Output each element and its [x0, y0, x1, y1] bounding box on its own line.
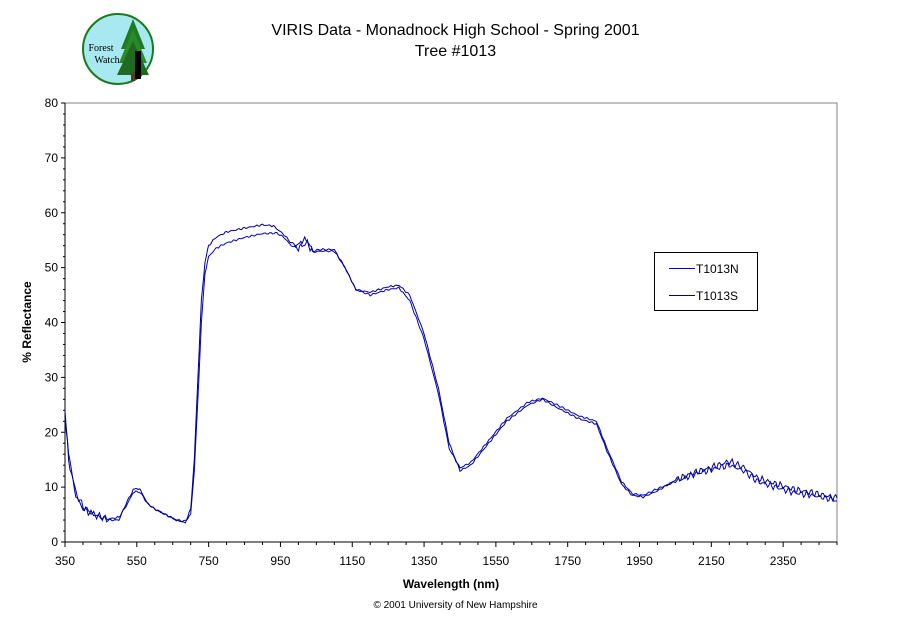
x-tick-label: 2350: [770, 554, 797, 568]
y-tick-label: 50: [45, 261, 59, 275]
logo-text-forest: Forest: [89, 43, 114, 54]
chart-legend: T1013N T1013S: [654, 252, 758, 311]
x-tick-label: 550: [127, 554, 147, 568]
x-tick-label: 950: [270, 554, 290, 568]
x-tick-label: 750: [199, 554, 219, 568]
reflectance-chart: 0 10 20 30 40 50 60 70 80 350 550 750 950 1150 1350 155…: [20, 96, 838, 591]
y-tick-label: 40: [45, 316, 59, 330]
legend-item-t1013s: T1013S: [669, 289, 738, 303]
y-tick-label: 20: [45, 425, 59, 439]
y-tick-label: 60: [45, 206, 59, 220]
legend-item-t1013n: T1013N: [669, 262, 739, 276]
legend-swatch: [669, 268, 695, 270]
y-tick-label: 0: [51, 535, 58, 549]
y-axis-title: % Reflectance: [20, 281, 34, 363]
x-tick-label: 1550: [483, 554, 510, 568]
x-tick-label: 350: [55, 554, 75, 568]
x-tick-label: 1350: [411, 554, 438, 568]
x-tick-label: 1750: [554, 554, 581, 568]
y-tick-label: 80: [45, 96, 59, 110]
legend-swatch: [669, 295, 695, 297]
y-tick-label: 70: [45, 151, 59, 165]
chart-title: VIRIS Data - Monadnock High School - Spr…: [271, 22, 640, 39]
x-tick-label: 1150: [339, 554, 365, 568]
forest-watch-logo: Forest Watch: [82, 13, 154, 85]
axis-ticks: 0 10 20 30 40 50 60 70 80 350 550 750 950 1150 1350 155…: [45, 96, 838, 568]
x-axis-title: Wavelength (nm): [403, 577, 499, 591]
copyright-footer: © 2001 University of New Hampshire: [373, 600, 538, 611]
x-tick-label: 1950: [626, 554, 653, 568]
plot-area: [64, 102, 838, 543]
x-tick-label: 2150: [698, 554, 725, 568]
chart-subtitle: Tree #1013: [414, 43, 497, 60]
logo-text-watch: Watch: [94, 55, 119, 66]
legend-label: T1013S: [696, 289, 739, 303]
series-line-t1013s: [64, 223, 838, 524]
series-line-t1013n: [64, 231, 838, 523]
legend-label: T1013N: [696, 262, 739, 276]
y-tick-label: 30: [45, 370, 59, 384]
y-tick-label: 10: [45, 480, 59, 494]
data-series: [64, 223, 838, 524]
